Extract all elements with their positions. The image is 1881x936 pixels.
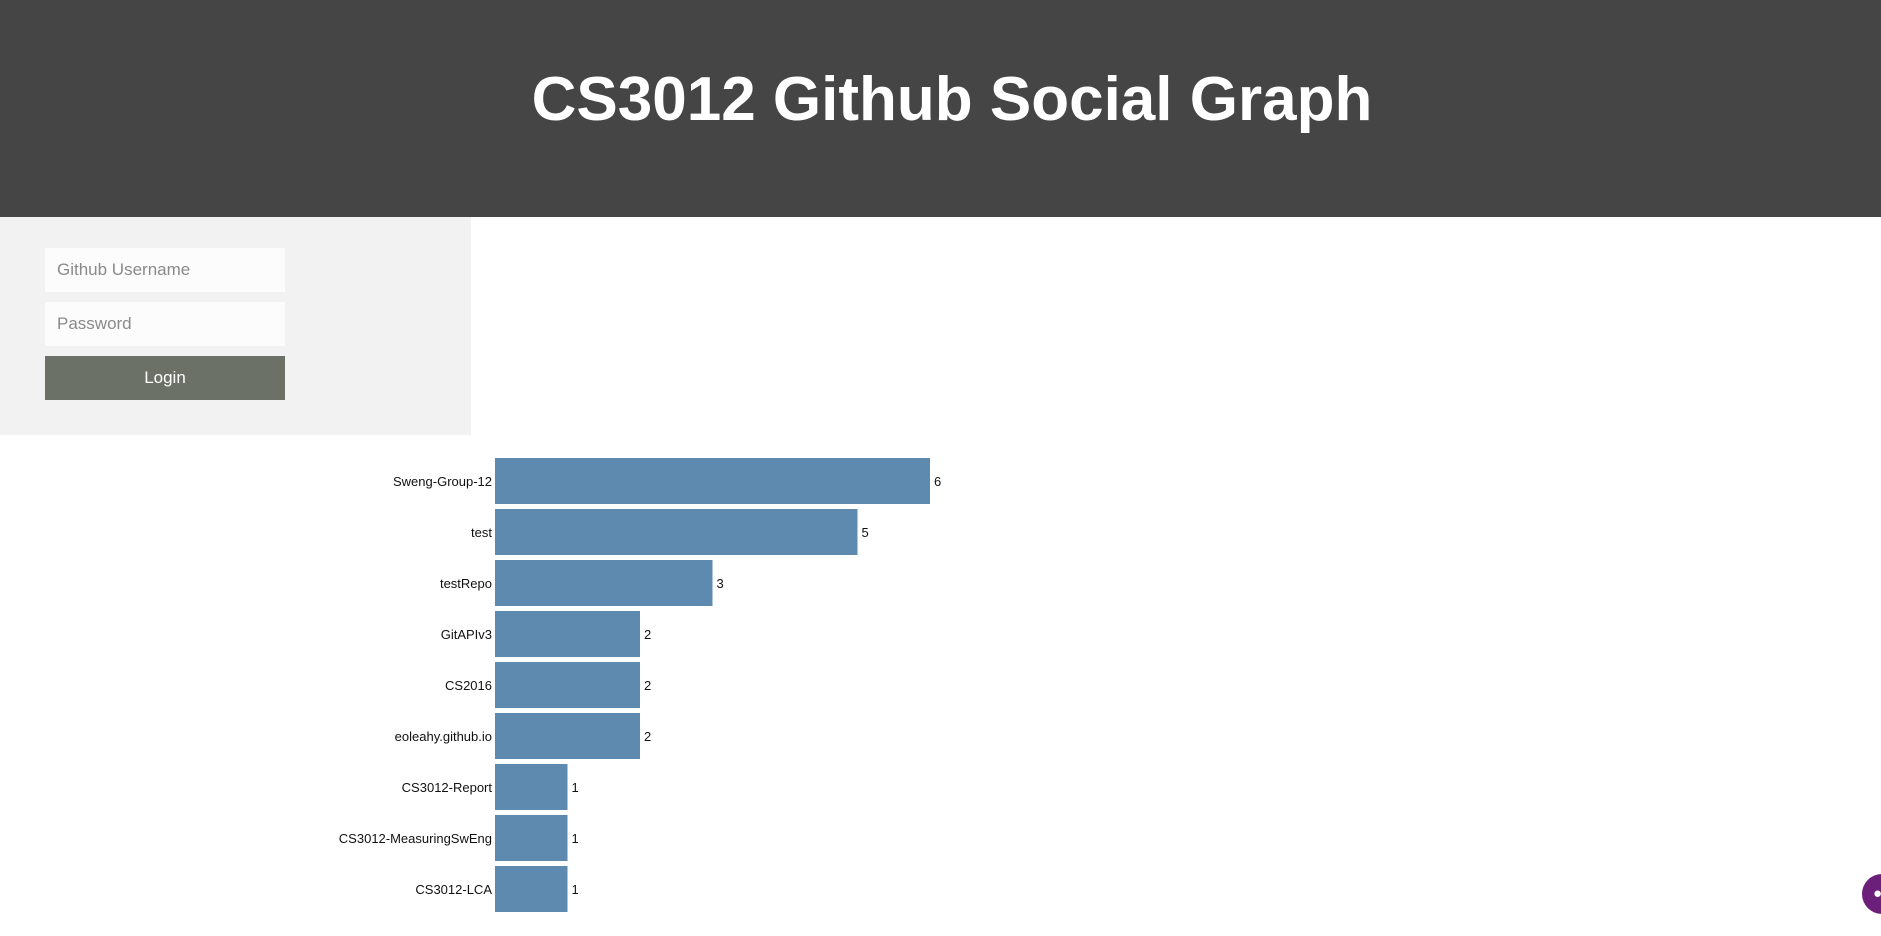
page-title: CS3012 Github Social Graph xyxy=(531,65,1373,134)
bar xyxy=(495,560,713,606)
bar-value-label: 3 xyxy=(717,576,724,591)
bar-category-label: testRepo xyxy=(440,576,492,591)
bar-row: CS3012-Report 1 xyxy=(402,764,579,810)
page-header: CS3012 Github Social Graph xyxy=(0,0,1881,217)
bar-row: testRepo 3 xyxy=(440,560,724,606)
bar-value-label: 6 xyxy=(934,474,941,489)
bar-category-label: test xyxy=(471,525,492,540)
username-input[interactable] xyxy=(45,248,285,292)
bar-category-label: CS3012-Report xyxy=(402,780,493,795)
bar-row: test 5 xyxy=(471,509,869,555)
bar-value-label: 2 xyxy=(644,678,651,693)
bar-row: GitAPIv3 2 xyxy=(441,611,651,657)
bar xyxy=(495,662,640,708)
bar xyxy=(495,458,930,504)
bar-row: CS2016 2 xyxy=(445,662,651,708)
bar xyxy=(495,764,568,810)
bar-row: eoleahy.github.io 2 xyxy=(395,713,651,759)
chat-widget-button[interactable]: ● xyxy=(1862,874,1881,914)
bar-value-label: 5 xyxy=(862,525,869,540)
bar-category-label: CS3012-LCA xyxy=(415,882,492,897)
bar-value-label: 2 xyxy=(644,627,651,642)
bar xyxy=(495,815,568,861)
bar xyxy=(495,611,640,657)
bar-category-label: GitAPIv3 xyxy=(441,627,492,642)
bar-row: CS3012-MeasuringSwEng 1 xyxy=(339,815,579,861)
bar-category-label: CS2016 xyxy=(445,678,492,693)
password-input[interactable] xyxy=(45,302,285,346)
bar-value-label: 1 xyxy=(572,882,579,897)
bar-category-label: Sweng-Group-12 xyxy=(393,474,492,489)
login-button[interactable]: Login xyxy=(45,356,285,400)
login-panel: Login xyxy=(0,217,471,435)
bar-row: Sweng-Group-12 6 xyxy=(393,458,941,504)
bar xyxy=(495,866,568,912)
chat-icon: ● xyxy=(1873,885,1881,902)
bar xyxy=(495,509,858,555)
bar-value-label: 2 xyxy=(644,729,651,744)
bar-row: CS3012-LCA 1 xyxy=(415,866,579,912)
bar xyxy=(495,713,640,759)
bar-category-label: CS3012-MeasuringSwEng xyxy=(339,831,492,846)
bar-category-label: eoleahy.github.io xyxy=(395,729,492,744)
bar-value-label: 1 xyxy=(572,831,579,846)
bar-value-label: 1 xyxy=(572,780,579,795)
